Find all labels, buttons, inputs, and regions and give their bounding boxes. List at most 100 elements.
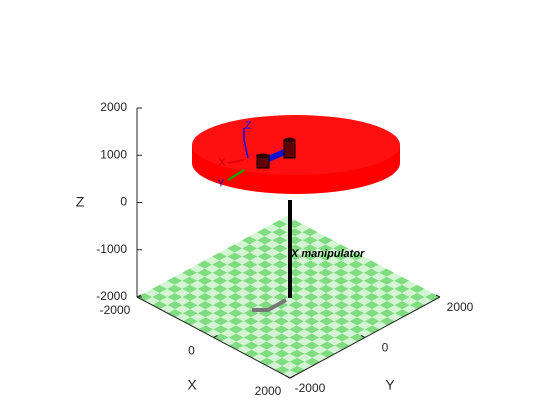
floor-tile [249, 240, 265, 249]
floor-tile [333, 252, 349, 261]
floor-tile [341, 288, 357, 297]
floor-tile [302, 228, 318, 237]
floor-tile [220, 280, 236, 289]
floor-tile [182, 292, 198, 302]
floor-tile [144, 297, 160, 306]
floor-tile [174, 272, 190, 281]
floor-tile [227, 276, 243, 285]
floor-tile [348, 276, 364, 285]
floor-tile [249, 232, 265, 241]
floor-tile [296, 321, 312, 330]
floor-tile [243, 301, 259, 310]
floor-tile [325, 256, 341, 265]
floor-tile [219, 248, 235, 257]
floor-tile [228, 333, 244, 342]
floor-tile [319, 333, 335, 342]
floor-tile [205, 321, 221, 330]
floor-tile [364, 292, 380, 302]
z-tick-label: 2000 [100, 100, 127, 114]
frame-label: X [219, 158, 226, 169]
floor-tile [363, 260, 379, 269]
floor-tile [182, 276, 198, 285]
floor-tile [288, 292, 304, 302]
floor-tile [167, 301, 183, 310]
floor-tile [204, 256, 220, 265]
floor-tile [288, 301, 304, 310]
floor-tile [251, 329, 267, 338]
floor-tile [348, 260, 364, 269]
floor-tile [274, 357, 290, 366]
floor-tile [242, 244, 258, 253]
floor-tile [334, 301, 350, 310]
floor-tile [257, 228, 273, 237]
floor-tile [318, 292, 334, 302]
floor-tile [317, 236, 333, 245]
floor-tile [265, 280, 281, 289]
floor-tile [303, 284, 319, 293]
floor-tile [220, 297, 236, 306]
floor-tile [250, 280, 266, 289]
floor-tile [295, 272, 311, 281]
floor-tile [273, 309, 289, 318]
floor-tile [356, 264, 372, 273]
floor-tile [304, 341, 320, 350]
floor-tile [296, 313, 312, 322]
floor-tile [409, 284, 425, 293]
floor-tile [213, 325, 229, 334]
floor-tile [221, 337, 237, 346]
x-tick-label: 2000 [255, 384, 282, 398]
floor-tile [182, 284, 198, 293]
floor-tile [356, 280, 372, 289]
floor-tile [310, 264, 326, 273]
floor-tile [341, 313, 358, 322]
floor-tile [356, 305, 373, 314]
floor-tile [327, 329, 343, 338]
floor-tile [197, 284, 213, 293]
floor-tile [401, 280, 418, 289]
floor-tile [379, 284, 395, 293]
floor-tile [258, 284, 274, 293]
floor-tile [310, 256, 326, 265]
floor-tile [236, 329, 252, 338]
floor-tile [251, 345, 267, 354]
floor-tile [295, 280, 311, 289]
floor-tile [189, 280, 205, 289]
floor-tile [190, 297, 206, 306]
floor-tile [274, 333, 290, 342]
floor-tile [386, 280, 402, 289]
floor-tile [295, 240, 311, 249]
floor-tile [258, 317, 274, 326]
floor-tile [212, 276, 228, 285]
floor-tile [304, 349, 320, 358]
floor-tile [213, 309, 229, 318]
x-tick [213, 335, 218, 338]
floor-tile [289, 349, 305, 358]
floor-tile [197, 309, 214, 318]
y-axis-label: Y [385, 377, 395, 393]
floor-tile [152, 284, 168, 293]
floor-tile [281, 313, 297, 322]
floor-tile [341, 280, 357, 289]
floor-tile [289, 341, 305, 350]
floor-tile [274, 349, 290, 358]
axes: -2000 -1000 0 1000 2000 -2000 0 2000 -2000 0 2000 [96, 100, 473, 398]
floor-tile [356, 256, 372, 265]
floor-tile [204, 264, 220, 273]
floor-tile [197, 301, 213, 310]
floor-tile [348, 284, 365, 293]
z-tick-label: 0 [120, 195, 127, 209]
floor-tile [371, 264, 387, 273]
floor-tile [349, 301, 365, 310]
floor-tile [236, 321, 252, 330]
floor-tile [220, 288, 236, 297]
floor-tile [152, 292, 168, 302]
floor-tile [302, 244, 318, 253]
floor-tile [189, 288, 206, 297]
x-tick-label: 0 [188, 344, 195, 358]
floor-tile [312, 337, 328, 346]
y-tick-label: 0 [382, 341, 389, 355]
floor-tile [394, 276, 410, 285]
floor-tile [311, 329, 328, 338]
floor-tile [212, 301, 229, 310]
floor-tile [319, 341, 335, 350]
